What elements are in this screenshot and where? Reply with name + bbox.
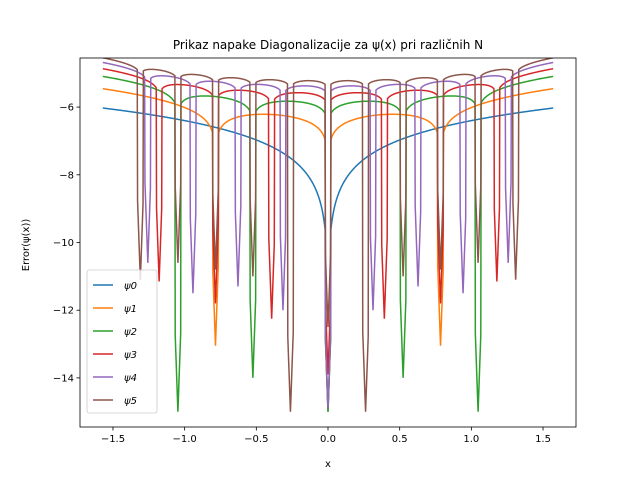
y-tick-label: −10 bbox=[53, 238, 74, 249]
y-tick-label: −12 bbox=[53, 306, 74, 317]
y-tick-label: −14 bbox=[53, 373, 74, 384]
y-tick-label: −8 bbox=[59, 170, 74, 181]
series-line-4 bbox=[102, 61, 554, 409]
legend-label-3: ψ3 bbox=[124, 350, 137, 361]
x-tick-label: 1.0 bbox=[463, 434, 479, 445]
series-line-5 bbox=[102, 58, 554, 412]
legend-label-5: ψ5 bbox=[124, 396, 137, 407]
legend: ψ0 ψ1 ψ2 ψ3 ψ4 ψ5 bbox=[86, 269, 158, 414]
series-line-2 bbox=[102, 75, 554, 412]
x-tick-label: −1.5 bbox=[101, 434, 125, 445]
axes: −1.5 −1.0 −0.5 0.0 0.5 1.0 1.5 −14 −12 −10 −8 −6 bbox=[53, 57, 577, 445]
x-tick-label: 0.5 bbox=[392, 434, 408, 445]
series-line-3 bbox=[102, 67, 554, 375]
x-tick-label: 0.0 bbox=[320, 434, 336, 445]
legend-box bbox=[86, 269, 158, 414]
y-tick-label: −6 bbox=[59, 103, 74, 114]
x-axis-label: x bbox=[325, 459, 331, 470]
x-tick-label: −0.5 bbox=[244, 434, 268, 445]
x-tick-label: −1.0 bbox=[172, 434, 196, 445]
plot-area bbox=[102, 58, 554, 412]
legend-label-2: ψ2 bbox=[124, 327, 137, 338]
legend-label-4: ψ4 bbox=[124, 373, 137, 384]
legend-label-1: ψ1 bbox=[124, 304, 137, 315]
x-tick-label: 1.5 bbox=[535, 434, 551, 445]
y-axis-label: Error(ψ(x)) bbox=[21, 219, 32, 272]
chart-title: Prikaz napake Diagonalizacije za ψ(x) pr… bbox=[173, 38, 483, 52]
legend-label-0: ψ0 bbox=[124, 281, 137, 292]
